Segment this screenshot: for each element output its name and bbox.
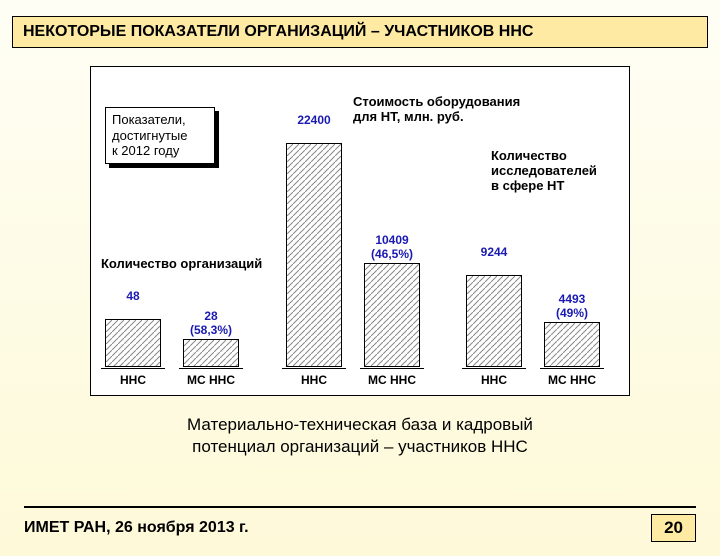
legend-box: Показатели, достигнутые к 2012 году	[105, 107, 215, 164]
bar-baseline	[360, 368, 424, 369]
bar-baseline	[282, 368, 346, 369]
bar-label: ННС	[282, 373, 346, 387]
page-title: НЕКОТОРЫЕ ПОКАЗАТЕЛИ ОРГАНИЗАЦИЙ – УЧАСТ…	[12, 16, 708, 48]
bar	[544, 322, 600, 367]
bar	[466, 275, 522, 367]
bar	[183, 339, 239, 367]
bar-label: МС ННС	[179, 373, 243, 387]
bar-label: ННС	[462, 373, 526, 387]
footer-rule	[24, 506, 696, 508]
group3-title: Количество исследователей в сфере НТ	[491, 149, 597, 194]
bar-baseline	[101, 368, 165, 369]
footer-left: ИМЕТ РАН, 26 ноября 2013 г.	[24, 519, 249, 537]
bar-value: 10409 (46,5%)	[356, 233, 428, 261]
chart-area: Показатели, достигнутые к 2012 году Коли…	[90, 66, 630, 396]
bar	[364, 263, 420, 367]
legend-text: Показатели, достигнутые к 2012 году	[112, 112, 187, 158]
bar-baseline	[179, 368, 243, 369]
page-number: 20	[651, 514, 696, 542]
bar-value: 28 (58,3%)	[175, 309, 247, 337]
bar-label: МС ННС	[360, 373, 424, 387]
group1-title: Количество организаций	[101, 257, 262, 272]
bar-value: 4493 (49%)	[536, 292, 608, 320]
bar-value: 48	[97, 289, 169, 303]
bar-label: ННС	[101, 373, 165, 387]
bar-baseline	[462, 368, 526, 369]
bar	[286, 143, 342, 367]
bar-baseline	[540, 368, 604, 369]
bar-value: 22400	[278, 113, 350, 127]
footer: ИМЕТ РАН, 26 ноября 2013 г. 20	[0, 506, 720, 542]
bar-label: МС ННС	[540, 373, 604, 387]
bar	[105, 319, 161, 367]
bar-value: 9244	[458, 245, 530, 259]
caption: Материально-техническая база и кадровый …	[30, 414, 690, 458]
group2-title: Стоимость оборудования для НТ, млн. руб.	[353, 95, 520, 125]
